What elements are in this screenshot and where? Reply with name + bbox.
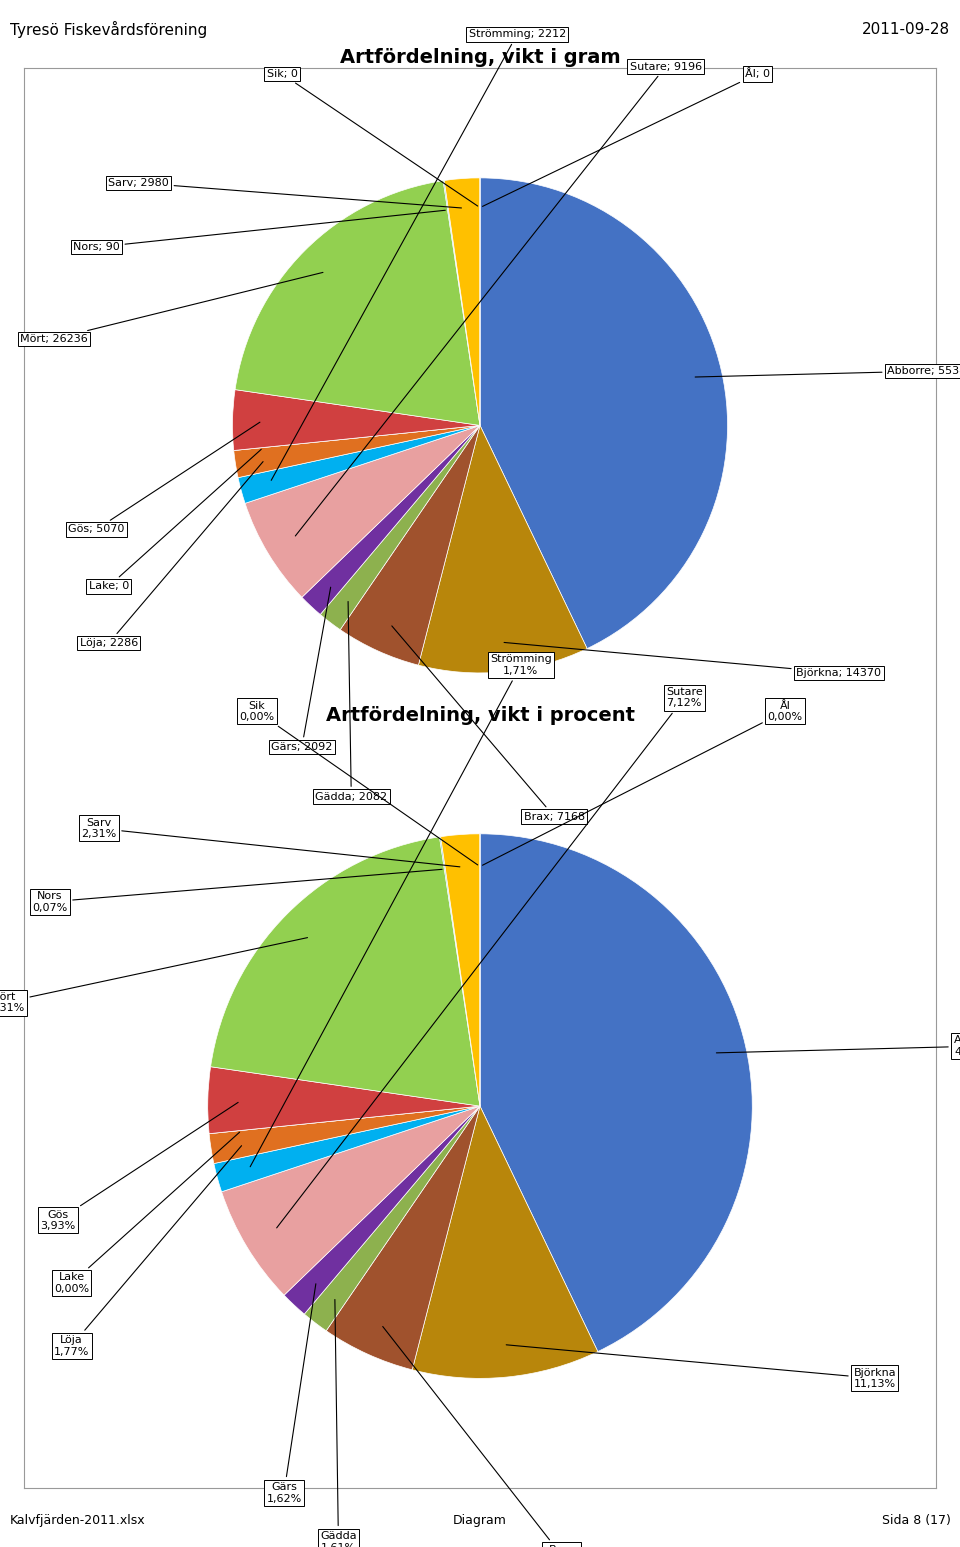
Text: Brax
5,55%: Brax 5,55% bbox=[383, 1326, 579, 1547]
Wedge shape bbox=[321, 425, 480, 630]
Text: Tyresö Fiskevårdsförening: Tyresö Fiskevårdsförening bbox=[10, 22, 206, 37]
Wedge shape bbox=[340, 425, 480, 665]
Text: Sarv; 2980: Sarv; 2980 bbox=[108, 178, 462, 207]
Text: Löja; 2286: Löja; 2286 bbox=[80, 461, 263, 648]
Text: Strömming
1,71%: Strömming 1,71% bbox=[251, 654, 552, 1166]
Wedge shape bbox=[441, 834, 480, 1106]
Text: 2011-09-28: 2011-09-28 bbox=[862, 22, 950, 37]
Wedge shape bbox=[235, 181, 480, 425]
Wedge shape bbox=[210, 837, 480, 1106]
Wedge shape bbox=[245, 425, 480, 597]
Text: Diagram: Diagram bbox=[453, 1515, 507, 1527]
Text: Brax; 7168: Brax; 7168 bbox=[392, 627, 585, 821]
Text: Gös; 5070: Gös; 5070 bbox=[68, 422, 260, 534]
Wedge shape bbox=[232, 390, 480, 450]
Wedge shape bbox=[480, 834, 753, 1352]
Wedge shape bbox=[284, 1106, 480, 1313]
Wedge shape bbox=[233, 425, 480, 450]
Text: Ål; 0: Ål; 0 bbox=[483, 68, 770, 206]
Text: Björkna; 14370: Björkna; 14370 bbox=[504, 642, 881, 678]
Wedge shape bbox=[233, 425, 480, 478]
Text: Mört
20,31%: Mört 20,31% bbox=[0, 937, 307, 1013]
Text: Strömming; 2212: Strömming; 2212 bbox=[272, 29, 565, 480]
Text: Gärs; 2092: Gärs; 2092 bbox=[271, 588, 332, 752]
Wedge shape bbox=[480, 178, 728, 648]
Text: Ål
0,00%: Ål 0,00% bbox=[483, 701, 803, 865]
Wedge shape bbox=[419, 425, 588, 673]
Text: Kalvfjärden-2011.xlsx: Kalvfjärden-2011.xlsx bbox=[10, 1515, 145, 1527]
Text: Sik; 0: Sik; 0 bbox=[267, 70, 478, 206]
Wedge shape bbox=[412, 1106, 598, 1378]
Text: Gädda; 2082: Gädda; 2082 bbox=[315, 602, 387, 801]
Text: Sutare; 9196: Sutare; 9196 bbox=[296, 62, 702, 535]
Text: Artfördelning, vikt i procent: Artfördelning, vikt i procent bbox=[325, 705, 635, 726]
Wedge shape bbox=[222, 1106, 480, 1295]
Wedge shape bbox=[238, 425, 480, 503]
Text: Sutare
7,12%: Sutare 7,12% bbox=[276, 687, 703, 1228]
Wedge shape bbox=[301, 425, 480, 614]
Text: Lake
0,00%: Lake 0,00% bbox=[54, 1132, 240, 1293]
Wedge shape bbox=[209, 1106, 480, 1134]
Text: Nors
0,07%: Nors 0,07% bbox=[33, 869, 443, 913]
Text: Lake; 0: Lake; 0 bbox=[88, 449, 261, 591]
Text: Sik
0,00%: Sik 0,00% bbox=[239, 701, 478, 865]
Wedge shape bbox=[444, 181, 480, 425]
Text: Gärs
1,62%: Gärs 1,62% bbox=[266, 1284, 316, 1504]
Text: Nors; 90: Nors; 90 bbox=[73, 210, 445, 252]
Text: Sarv
2,31%: Sarv 2,31% bbox=[82, 817, 460, 866]
Wedge shape bbox=[440, 837, 480, 1106]
Wedge shape bbox=[207, 1067, 480, 1134]
Text: Gös
3,93%: Gös 3,93% bbox=[40, 1103, 238, 1231]
Text: Mört; 26236: Mört; 26236 bbox=[20, 272, 323, 343]
Text: Abborre; 55382: Abborre; 55382 bbox=[695, 367, 960, 377]
Text: Abborre
42,88%: Abborre 42,88% bbox=[716, 1035, 960, 1057]
Wedge shape bbox=[214, 1106, 480, 1191]
Wedge shape bbox=[304, 1106, 480, 1330]
Text: Sida 8 (17): Sida 8 (17) bbox=[881, 1515, 950, 1527]
Text: Löja
1,77%: Löja 1,77% bbox=[54, 1146, 242, 1357]
Wedge shape bbox=[326, 1106, 480, 1369]
Text: Björkna
11,13%: Björkna 11,13% bbox=[506, 1344, 896, 1389]
Text: Artfördelning, vikt i gram: Artfördelning, vikt i gram bbox=[340, 48, 620, 67]
Wedge shape bbox=[444, 178, 480, 425]
Text: Gädda
1,61%: Gädda 1,61% bbox=[320, 1299, 357, 1547]
Wedge shape bbox=[209, 1106, 480, 1163]
